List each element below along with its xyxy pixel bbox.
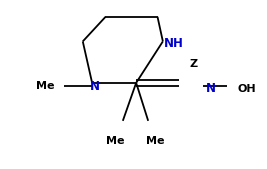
Text: N: N xyxy=(206,82,216,95)
Text: Me: Me xyxy=(146,136,164,146)
Text: Me: Me xyxy=(105,136,124,146)
Text: NH: NH xyxy=(163,38,183,50)
Text: OH: OH xyxy=(238,84,256,94)
Text: Z: Z xyxy=(190,59,198,69)
Text: Me: Me xyxy=(36,81,55,91)
Text: N: N xyxy=(90,80,100,93)
